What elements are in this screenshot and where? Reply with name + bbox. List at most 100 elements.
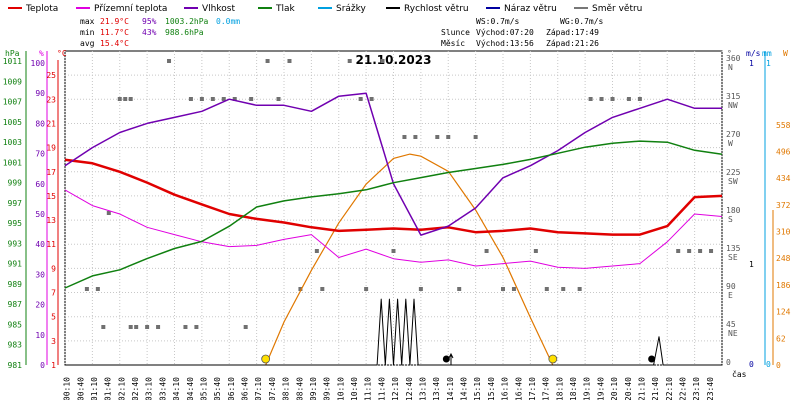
time-tick: 20:10 bbox=[610, 377, 619, 400]
time-tick: 03:40 bbox=[158, 377, 167, 400]
temp-tick: 17 bbox=[46, 168, 56, 177]
time-tick: 14:40 bbox=[460, 377, 469, 400]
time-tick: 10:40 bbox=[350, 377, 359, 400]
temp-tick: 3 bbox=[51, 337, 56, 346]
press-tick: 1001 bbox=[3, 158, 22, 167]
press-tick: 987 bbox=[8, 300, 23, 309]
time-tick: 20:40 bbox=[624, 377, 633, 400]
hum-tick: 50 bbox=[35, 210, 45, 219]
wind-direction-marker bbox=[369, 97, 374, 101]
time-tick: 01:40 bbox=[104, 377, 113, 400]
wind-direction-marker bbox=[232, 97, 237, 101]
press-tick: 1011 bbox=[3, 57, 22, 66]
solar-tick: 496 bbox=[776, 147, 791, 156]
wind-tick: 1 bbox=[749, 260, 754, 269]
time-tick: 07:40 bbox=[268, 377, 277, 400]
stat-max-temp: 21.9°C bbox=[100, 17, 129, 26]
wind-tick: 0 bbox=[749, 360, 754, 369]
solar-tick: 186 bbox=[776, 281, 791, 290]
wind-direction-marker bbox=[577, 287, 582, 291]
stat-sun-set: Západ:17:49 bbox=[546, 28, 599, 37]
time-tick: 03:10 bbox=[145, 377, 154, 400]
wind-direction-marker bbox=[391, 249, 396, 253]
dir-tick-label: E bbox=[728, 291, 733, 300]
solar-tick: 248 bbox=[776, 254, 791, 263]
stat-max-hum: 95% bbox=[142, 17, 157, 26]
time-tick: 04:40 bbox=[186, 377, 195, 400]
stat-ws: WS:0.7m/s bbox=[476, 17, 520, 26]
hum-tick: 10 bbox=[35, 331, 45, 340]
time-tick: 21:10 bbox=[637, 377, 646, 400]
time-tick: 16:10 bbox=[501, 377, 510, 400]
legend-label: Náraz větru bbox=[504, 4, 557, 14]
dir-tick-label: NW bbox=[728, 101, 738, 110]
dir-unit: ° bbox=[727, 49, 732, 58]
hum-tick: 60 bbox=[35, 180, 45, 189]
hum-tick: 70 bbox=[35, 150, 45, 159]
sun-event-marker bbox=[548, 354, 558, 364]
moon-rise-arrowhead bbox=[448, 352, 454, 359]
dir-tick: 90 bbox=[726, 282, 736, 291]
stat-sun-rise: Východ:07:20 bbox=[476, 28, 534, 37]
time-tick: 01:10 bbox=[90, 377, 99, 400]
wind-direction-marker bbox=[199, 97, 204, 101]
time-tick: 13:40 bbox=[432, 377, 441, 400]
press-tick: 1007 bbox=[3, 98, 22, 107]
time-tick: 19:10 bbox=[583, 377, 592, 400]
wind-direction-marker bbox=[561, 287, 566, 291]
temp-unit: °C bbox=[57, 49, 67, 58]
press-tick: 981 bbox=[8, 361, 23, 370]
dir-tick: 315 bbox=[726, 92, 741, 101]
time-tick: 00:40 bbox=[76, 377, 85, 400]
wind-direction-marker bbox=[314, 249, 319, 253]
solar-unit: W bbox=[783, 49, 788, 58]
stat-min-press: 988.6hPa bbox=[165, 28, 204, 37]
series-prizemni bbox=[64, 189, 723, 269]
time-tick: 13:10 bbox=[418, 377, 427, 400]
dir-tick: 45 bbox=[726, 320, 736, 329]
wind-direction-marker bbox=[380, 59, 385, 63]
time-tick: 02:40 bbox=[131, 377, 140, 400]
dir-tick: 225 bbox=[726, 168, 741, 177]
legend-label: Teplota bbox=[25, 4, 58, 14]
wind-direction-marker bbox=[183, 325, 188, 329]
wind-direction-marker bbox=[243, 325, 248, 329]
wind-direction-marker bbox=[128, 325, 133, 329]
hum-tick: 30 bbox=[35, 270, 45, 279]
time-tick: 17:40 bbox=[542, 377, 551, 400]
stat-min-temp: 11.7°C bbox=[100, 28, 129, 37]
dir-tick: 0 bbox=[726, 358, 731, 367]
hum-unit: % bbox=[39, 49, 44, 58]
wind-direction-marker bbox=[265, 59, 270, 63]
wind-direction-marker bbox=[599, 97, 604, 101]
wind-direction-marker bbox=[446, 135, 451, 139]
temp-tick: 11 bbox=[46, 240, 56, 249]
time-tick: 23:40 bbox=[706, 377, 715, 400]
wind-direction-marker bbox=[123, 97, 128, 101]
wind-direction-marker bbox=[533, 249, 538, 253]
wind-direction-marker bbox=[249, 97, 254, 101]
legend-label: Srážky bbox=[336, 4, 367, 14]
time-tick: 06:40 bbox=[241, 377, 250, 400]
stat-min-label: min bbox=[80, 28, 95, 37]
time-tick: 12:40 bbox=[405, 377, 414, 400]
time-tick: 06:10 bbox=[227, 377, 236, 400]
time-tick: 11:40 bbox=[377, 377, 386, 400]
stat-sun-label: Slunce bbox=[441, 28, 470, 37]
time-tick: 21:40 bbox=[651, 377, 660, 400]
stat-min-hum: 43% bbox=[142, 28, 157, 37]
series-vlhkost bbox=[64, 92, 722, 236]
wind-direction-marker bbox=[709, 249, 714, 253]
press-tick: 1009 bbox=[3, 77, 22, 86]
hum-tick: 90 bbox=[35, 89, 45, 98]
wind-direction-marker bbox=[588, 97, 593, 101]
stat-wg: WG:0.7m/s bbox=[560, 17, 604, 26]
wind-direction-marker bbox=[676, 249, 681, 253]
time-tick: 22:10 bbox=[665, 377, 674, 400]
temp-tick: 7 bbox=[51, 289, 56, 298]
temp-tick: 5 bbox=[51, 313, 56, 322]
time-tick: 07:10 bbox=[254, 377, 263, 400]
dir-tick: 270 bbox=[726, 130, 741, 139]
